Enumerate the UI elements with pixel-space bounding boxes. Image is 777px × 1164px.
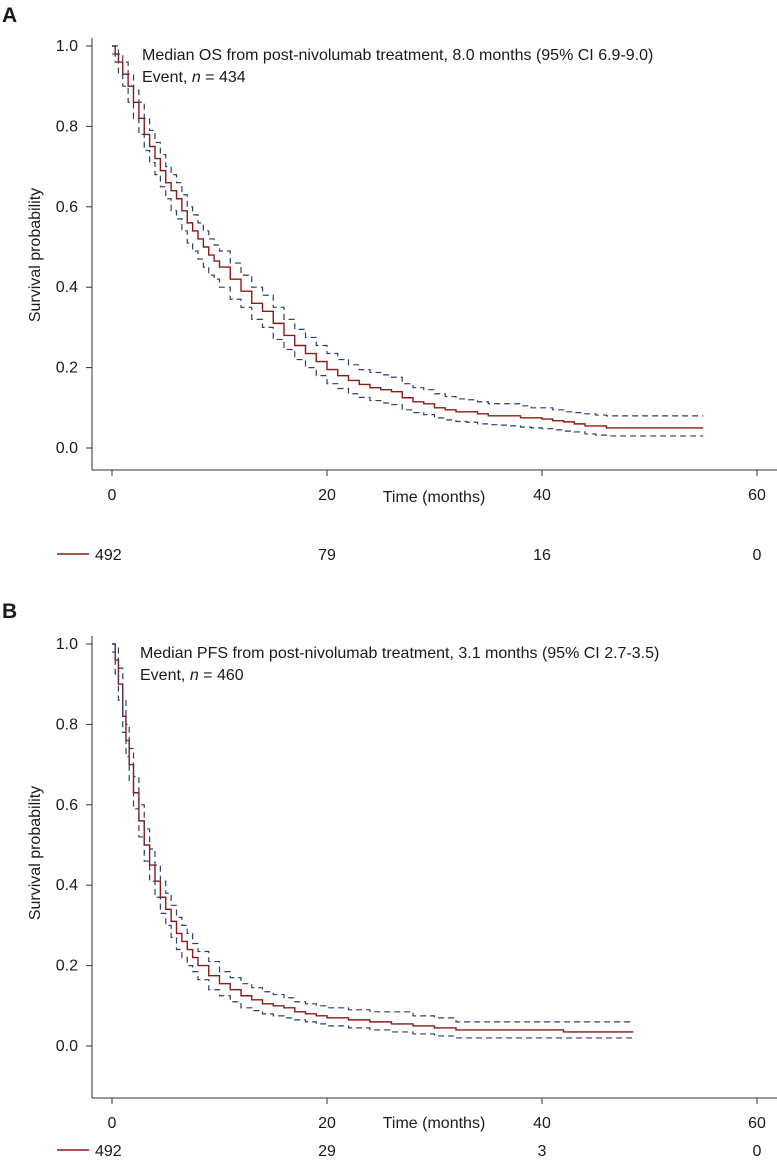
x-tick-label-b: 60	[748, 1115, 766, 1132]
risk-count-a: 492	[95, 547, 122, 564]
y-tick-label-b: 0.2	[56, 958, 78, 975]
risk-table-a: 492 79 16 0	[57, 547, 762, 564]
upper-ci-line-b	[112, 643, 634, 1023]
risk-count-b: 492	[95, 1143, 122, 1160]
y-tick-label-a: 0.8	[56, 118, 78, 135]
risk-count-a: 16	[533, 547, 551, 564]
risk-count-b: 29	[318, 1143, 336, 1160]
x-tick-label-b: 0	[108, 1115, 117, 1132]
annotation-b-line2: Event, n = 460	[140, 667, 244, 684]
annotation-a-suffix: = 434	[201, 69, 246, 86]
y-tick-label-a: 0.2	[56, 360, 78, 377]
lower-ci-line-a	[112, 53, 704, 437]
x-tick-label-b: 20	[318, 1115, 336, 1132]
annotation-b-var: n	[190, 667, 199, 684]
annotation-a-prefix: Event,	[142, 69, 192, 86]
annotation-b-line1: Median PFS from post-nivolumab treatment…	[140, 645, 659, 662]
annotation-b-prefix: Event,	[140, 667, 190, 684]
x-tick-label-a: 60	[748, 487, 766, 504]
y-tick-label-b: 0.8	[56, 716, 78, 733]
panel-letter-b: B	[2, 600, 17, 623]
y-axis-title-a: Survival probability	[27, 188, 44, 322]
series-a	[112, 45, 704, 437]
panel-letter-a: A	[2, 4, 17, 27]
risk-table-b: 492 29 3 0	[57, 1143, 762, 1160]
annotation-a-var: n	[192, 69, 201, 86]
axes-a: 0.0 0.2 0.4 0.6 0.8 1.0 0 20 40 60	[56, 38, 777, 504]
annotation-b-suffix: = 460	[199, 667, 244, 684]
risk-count-a: 79	[318, 547, 336, 564]
y-tick-label-b: 0.6	[56, 797, 78, 814]
panel-b-pfs-chart: B Median PFS from post-nivolumab treatme…	[2, 600, 777, 1160]
annotation-a: Median OS from post-nivolumab treatment,…	[142, 47, 653, 86]
panel-a-os-chart: A Median OS from post-nivolumab treatmen…	[2, 4, 777, 564]
annotation-a-line2: Event, n = 434	[142, 69, 246, 86]
y-tick-label-a: 0.4	[56, 279, 78, 296]
annotation-a-line1: Median OS from post-nivolumab treatment,…	[142, 47, 653, 64]
series-b	[112, 643, 634, 1039]
estimate-line-b	[112, 643, 634, 1033]
y-tick-label-b: 0.0	[56, 1038, 78, 1055]
y-tick-label-b: 1.0	[56, 636, 78, 653]
risk-count-a: 0	[753, 547, 762, 564]
x-tick-label-b: 40	[533, 1115, 551, 1132]
x-tick-label-a: 0	[108, 487, 117, 504]
x-tick-label-a: 20	[318, 487, 336, 504]
upper-ci-line-a	[112, 45, 704, 417]
risk-count-b: 0	[753, 1143, 762, 1160]
estimate-line-a	[112, 45, 704, 429]
y-tick-label-a: 0.0	[56, 440, 78, 457]
risk-count-b: 3	[538, 1143, 547, 1160]
y-tick-label-a: 0.6	[56, 199, 78, 216]
x-axis-title-a: Time (months)	[383, 489, 486, 506]
axes-b: 0.0 0.2 0.4 0.6 0.8 1.0 0 20 40 60	[56, 636, 777, 1132]
x-tick-label-a: 40	[533, 487, 551, 504]
annotation-b: Median PFS from post-nivolumab treatment…	[140, 645, 659, 684]
y-axis-title-b: Survival probability	[27, 786, 44, 920]
x-axis-title-b: Time (months)	[383, 1115, 486, 1132]
y-tick-label-b: 0.4	[56, 877, 78, 894]
y-tick-label-a: 1.0	[56, 38, 78, 55]
lower-ci-line-b	[112, 651, 634, 1039]
